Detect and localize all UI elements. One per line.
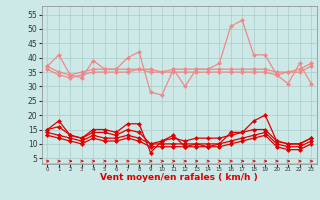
X-axis label: Vent moyen/en rafales ( km/h ): Vent moyen/en rafales ( km/h ): [100, 173, 258, 182]
